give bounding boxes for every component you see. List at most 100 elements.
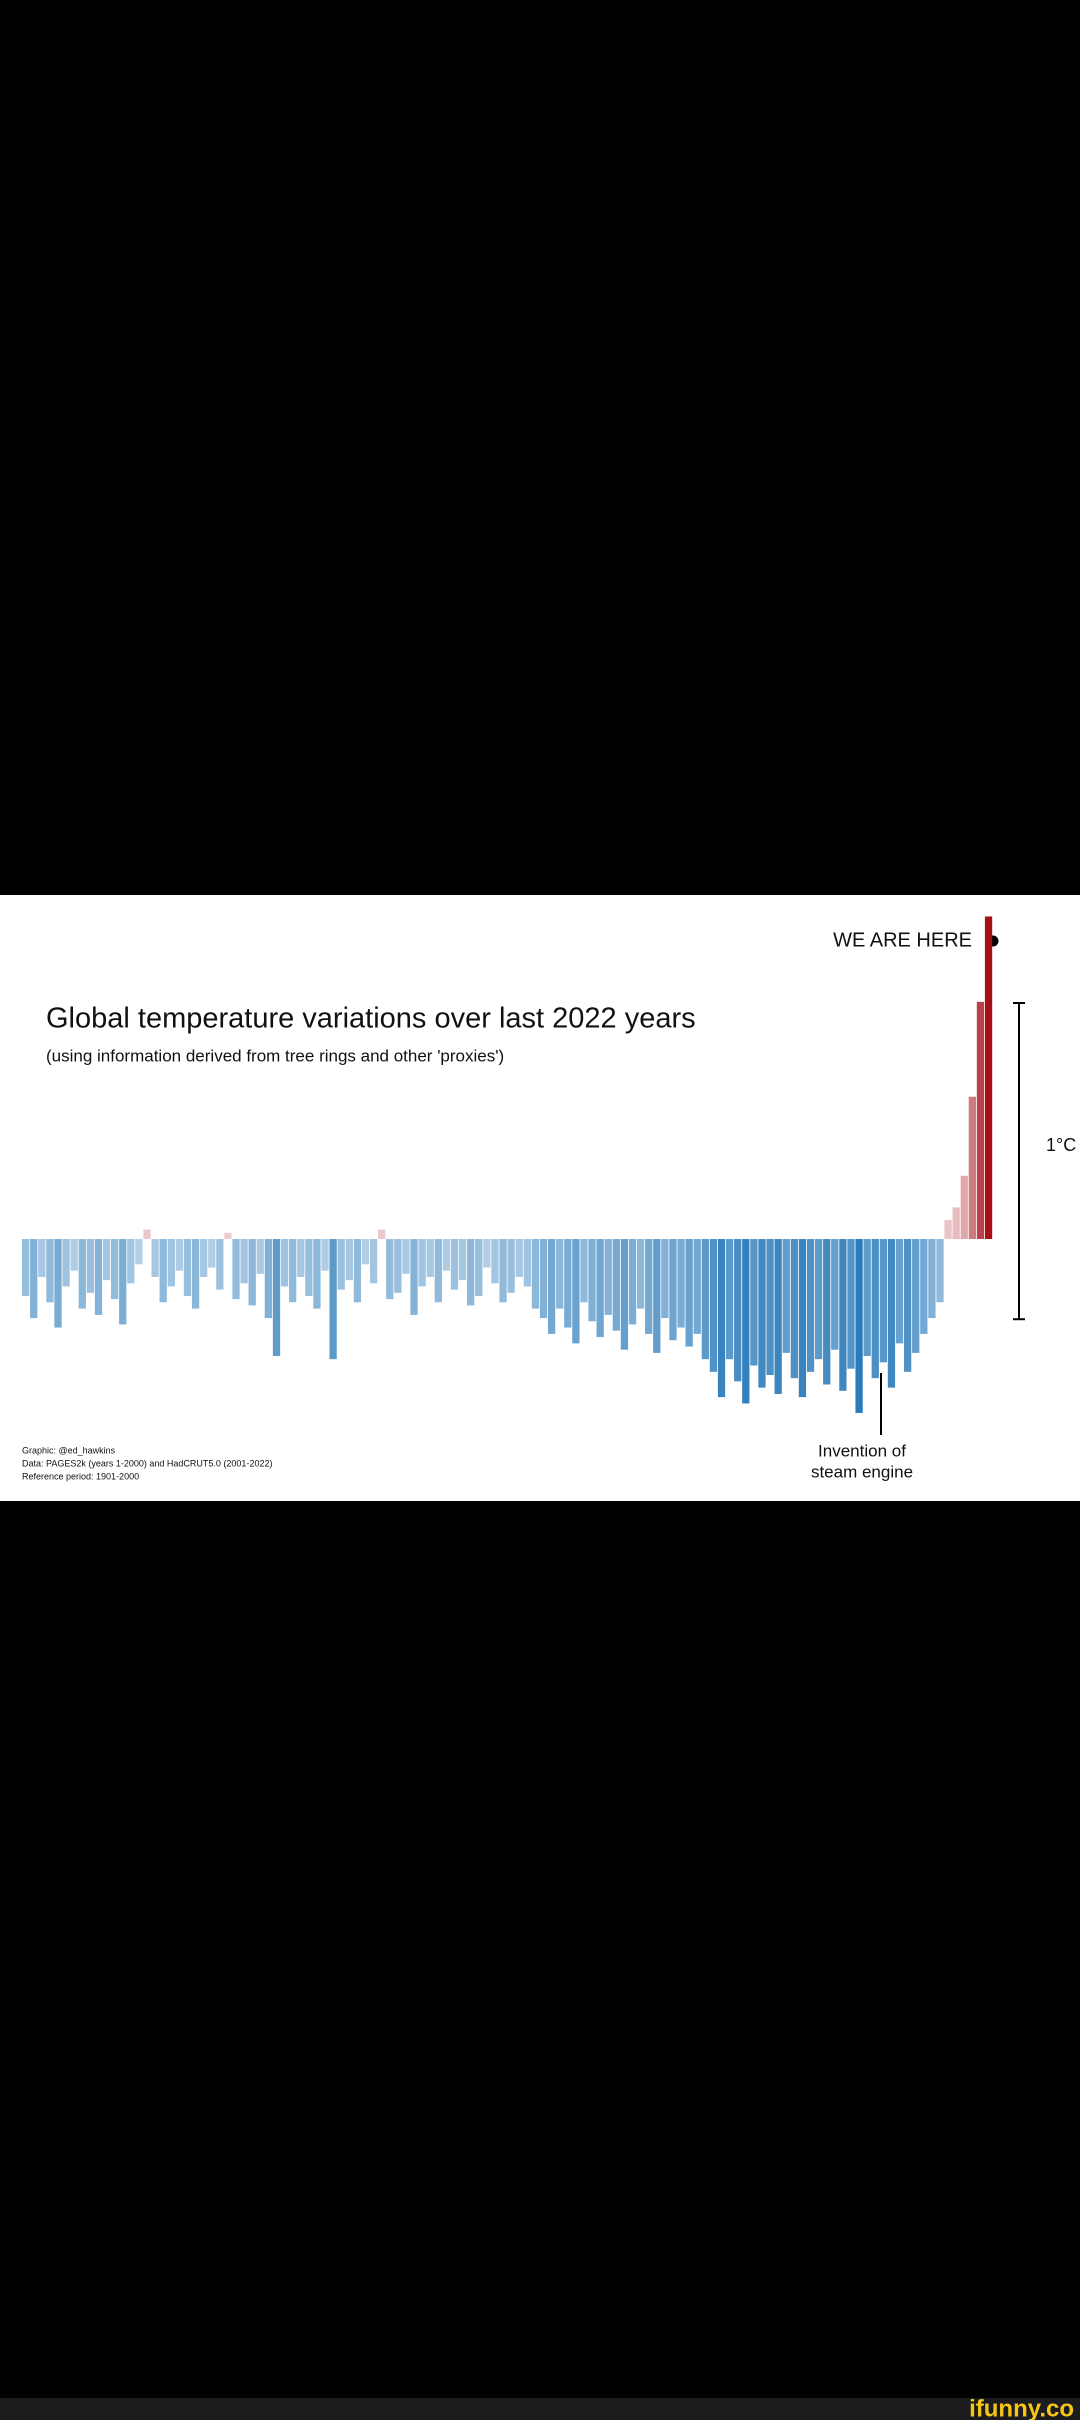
bar xyxy=(499,1239,507,1303)
bar xyxy=(38,1239,46,1277)
bar xyxy=(434,1239,442,1303)
annotation: steam engine xyxy=(811,1462,913,1481)
bar xyxy=(46,1239,54,1303)
bar xyxy=(224,1232,232,1240)
bar xyxy=(442,1239,451,1271)
bar xyxy=(936,1239,944,1303)
bar xyxy=(814,1239,823,1360)
credit: Data: PAGES2k (years 1-2000) and HadCRUT… xyxy=(22,1458,272,1468)
bar xyxy=(887,1239,896,1388)
credit: Graphic: @ed_hawkins xyxy=(22,1445,116,1455)
bar xyxy=(580,1239,588,1303)
bar xyxy=(175,1239,184,1271)
bar xyxy=(984,916,993,1240)
bar xyxy=(790,1239,798,1379)
bar xyxy=(232,1239,240,1300)
bar xyxy=(895,1239,904,1344)
bar xyxy=(54,1239,62,1328)
bar xyxy=(386,1239,394,1300)
bar xyxy=(823,1239,831,1385)
bar xyxy=(928,1239,936,1319)
bar xyxy=(410,1239,418,1315)
bar xyxy=(636,1239,645,1309)
credit: Reference period: 1901-2000 xyxy=(22,1471,139,1481)
bar xyxy=(677,1239,685,1328)
bar xyxy=(556,1239,564,1309)
bar xyxy=(426,1239,434,1277)
bar xyxy=(240,1239,248,1284)
bar xyxy=(402,1239,410,1274)
bar xyxy=(467,1239,475,1306)
bar xyxy=(653,1239,661,1353)
bar xyxy=(378,1229,386,1240)
bar xyxy=(693,1239,701,1334)
bar xyxy=(717,1239,726,1398)
bar xyxy=(572,1239,580,1344)
bar xyxy=(167,1239,175,1287)
bar xyxy=(94,1239,103,1315)
bar xyxy=(539,1239,548,1319)
bar xyxy=(208,1239,216,1268)
bar xyxy=(612,1239,620,1331)
bar xyxy=(280,1239,289,1287)
bar xyxy=(394,1239,402,1293)
bar xyxy=(353,1239,362,1303)
bar xyxy=(507,1239,515,1293)
bar xyxy=(620,1239,629,1350)
bar xyxy=(62,1239,70,1287)
bar xyxy=(143,1229,151,1240)
bar xyxy=(645,1239,653,1334)
bar xyxy=(102,1239,111,1281)
bar xyxy=(725,1239,734,1360)
bar xyxy=(766,1239,774,1375)
bar xyxy=(515,1239,523,1277)
bar xyxy=(806,1239,815,1372)
bar xyxy=(701,1239,709,1360)
bar xyxy=(669,1239,677,1341)
bar xyxy=(960,1175,968,1240)
bar xyxy=(976,1001,985,1240)
bar xyxy=(159,1239,167,1303)
bar xyxy=(920,1239,928,1334)
bar xyxy=(798,1239,807,1398)
scale-label: 1°C xyxy=(1046,1135,1076,1155)
bar xyxy=(337,1239,345,1290)
chart-panel xyxy=(0,895,1080,1501)
bar xyxy=(750,1239,758,1366)
bar xyxy=(596,1239,604,1338)
bar xyxy=(604,1239,612,1315)
bar xyxy=(661,1239,669,1319)
bar xyxy=(216,1239,224,1290)
annotation: Invention of xyxy=(818,1441,906,1460)
bar xyxy=(305,1239,313,1296)
bar xyxy=(248,1239,256,1306)
bar xyxy=(183,1239,192,1296)
bar xyxy=(256,1239,264,1274)
bar xyxy=(78,1239,86,1309)
bar xyxy=(968,1096,977,1240)
bar xyxy=(119,1239,127,1325)
bar xyxy=(952,1207,960,1240)
bar xyxy=(264,1239,273,1319)
bar xyxy=(758,1239,766,1388)
bar xyxy=(847,1239,855,1369)
bar xyxy=(200,1239,208,1277)
bar xyxy=(111,1239,119,1300)
bar xyxy=(135,1239,143,1265)
bar xyxy=(709,1239,718,1372)
bar xyxy=(369,1239,378,1284)
bar xyxy=(831,1239,839,1350)
bar xyxy=(272,1239,281,1357)
bar xyxy=(151,1239,159,1277)
bar xyxy=(321,1239,329,1271)
bar xyxy=(70,1239,78,1271)
bar xyxy=(523,1239,531,1287)
bar xyxy=(289,1239,297,1303)
bar xyxy=(774,1239,782,1394)
bar xyxy=(879,1239,887,1363)
bar xyxy=(912,1239,920,1353)
we-are-here: WE ARE HERE xyxy=(833,929,972,951)
footer-bar xyxy=(0,2398,1080,2420)
bar xyxy=(297,1239,305,1277)
